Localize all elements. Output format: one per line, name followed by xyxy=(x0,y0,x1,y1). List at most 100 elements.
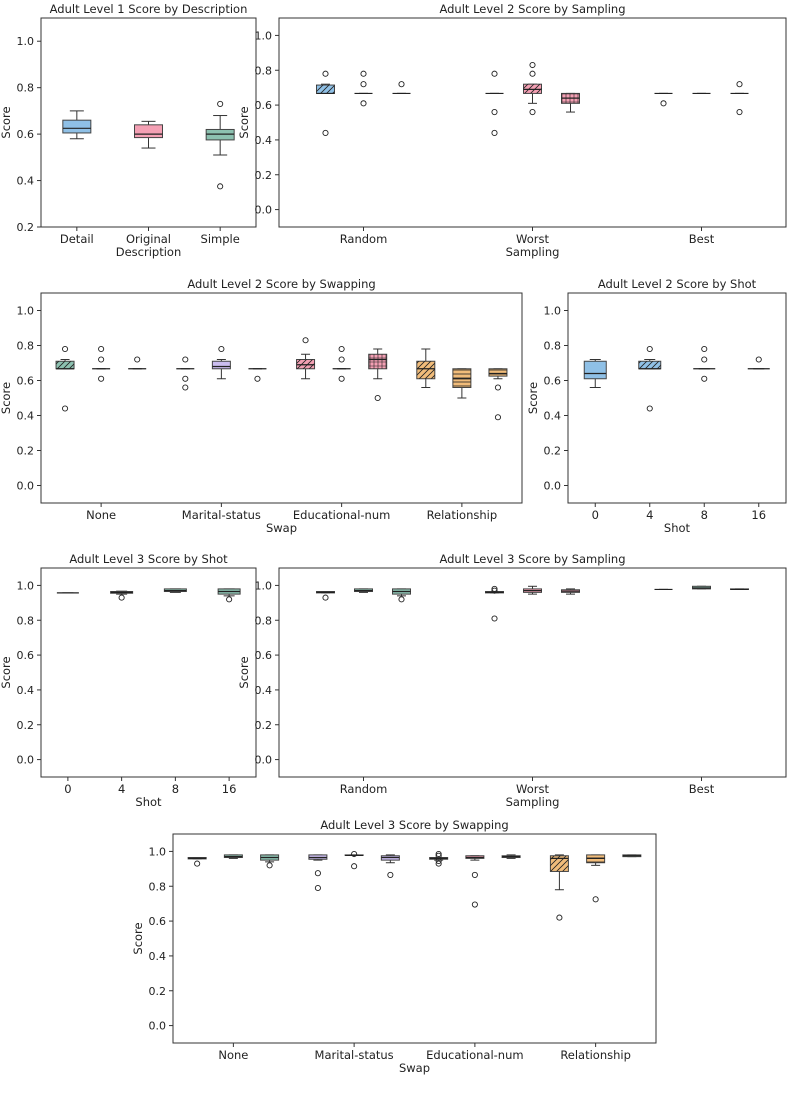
box-worst-0 xyxy=(485,70,504,136)
box-16-0 xyxy=(747,356,770,370)
chart-l2-sampling: Adult Level 2 Score by Sampling 0.0 0.2 0.4… xyxy=(237,2,787,259)
outlier-point xyxy=(338,375,345,382)
x-tick-label: Random xyxy=(340,782,388,796)
outlier-point xyxy=(529,109,536,116)
y-tick-label: 0.8 xyxy=(544,340,562,353)
y-tick-label: 0.6 xyxy=(17,375,35,388)
x-tick-label: 8 xyxy=(172,782,179,796)
x-tick-label: Best xyxy=(689,782,715,796)
y-tick-label: 0.8 xyxy=(17,340,35,353)
outlier-point xyxy=(62,345,69,353)
box-educational-num-0 xyxy=(429,850,449,867)
outlier-point xyxy=(755,356,762,363)
outlier-point xyxy=(118,594,125,601)
outlier-point xyxy=(701,375,708,382)
y-tick-label: 0.0 xyxy=(255,204,273,217)
y-tick-label: 0.2 xyxy=(17,445,35,458)
outlier-point xyxy=(314,870,321,877)
x-tick-label: Educational-num xyxy=(426,1048,523,1062)
x-axis-label: Sampling xyxy=(506,245,560,259)
box-body xyxy=(62,119,92,134)
box-marital-status-1 xyxy=(344,850,364,870)
x-tick-label: 8 xyxy=(701,508,708,522)
y-axis-label: Score xyxy=(131,922,145,954)
y-axis-label: Score xyxy=(0,382,13,414)
outlier-point xyxy=(360,100,367,107)
box-16-0 xyxy=(217,588,241,603)
box-hatch xyxy=(638,361,661,369)
outlier-point xyxy=(134,356,141,363)
box-marital-status-2 xyxy=(248,368,267,382)
outlier-point xyxy=(351,863,358,870)
box-hatch xyxy=(550,855,569,872)
outlier-point xyxy=(322,129,329,136)
x-tick-label: 16 xyxy=(222,782,237,796)
box-simple-0 xyxy=(205,100,235,190)
outlier-point xyxy=(217,100,224,107)
x-axis-label: Sampling xyxy=(506,795,560,809)
outlier-point xyxy=(471,871,478,878)
box-hatch xyxy=(488,368,507,377)
y-tick-label: 0.2 xyxy=(17,221,35,234)
y-tick-label: 0.4 xyxy=(544,410,562,423)
outlier-point xyxy=(98,345,105,353)
box-random-0 xyxy=(316,70,335,136)
y-tick-label: 1.0 xyxy=(17,579,35,592)
box-worst-1 xyxy=(523,61,542,116)
x-tick-label: Random xyxy=(340,232,388,246)
x-axis-label: Swap xyxy=(266,521,297,535)
x-tick-label: Original Description xyxy=(116,232,182,259)
y-tick-label: 0.4 xyxy=(255,684,273,697)
y-axis-label: Score xyxy=(0,656,13,688)
plot-frame xyxy=(40,567,257,778)
box-random-2 xyxy=(392,81,411,95)
y-tick-label: 1.0 xyxy=(255,29,273,42)
x-tick-label: Simple xyxy=(201,232,240,246)
plot-frame xyxy=(172,833,657,1044)
x-tick-label: Marital-status xyxy=(315,1048,394,1062)
outlier-point xyxy=(314,884,321,892)
y-axis-label: Score xyxy=(526,382,540,414)
outlier-point xyxy=(471,901,478,908)
box-educational-num-1 xyxy=(465,855,485,908)
outlier-point xyxy=(226,596,233,603)
box-marital-status-2 xyxy=(380,854,400,878)
box-4-0 xyxy=(638,345,662,412)
outlier-point xyxy=(398,81,405,88)
outlier-point xyxy=(254,375,261,382)
outlier-point xyxy=(646,345,653,353)
x-axis-label: Shot xyxy=(135,795,162,809)
box-random-1 xyxy=(354,70,373,107)
outlier-point xyxy=(491,615,498,622)
outlier-point xyxy=(491,109,498,116)
outlier-point xyxy=(360,70,367,77)
outlier-point xyxy=(351,850,358,858)
outlier-point xyxy=(322,594,329,601)
box-hatch xyxy=(316,85,335,94)
outlier-point xyxy=(322,70,329,77)
outlier-point xyxy=(736,81,743,88)
chart-title: Adult Level 2 Score by Shot xyxy=(598,277,757,291)
box-worst-2 xyxy=(561,92,580,113)
x-tick-label-line: Original xyxy=(126,232,171,246)
outlier-point xyxy=(360,81,367,88)
outlier-point xyxy=(592,896,599,903)
box-best-0 xyxy=(654,92,673,107)
box-marital-status-1 xyxy=(211,345,231,380)
outlier-point xyxy=(529,61,536,69)
x-tick-label: 4 xyxy=(118,782,125,796)
outlier-point xyxy=(491,585,498,592)
outlier-point xyxy=(491,587,498,594)
plot-frame xyxy=(567,292,787,504)
outlier-point xyxy=(182,356,189,363)
box-worst-2 xyxy=(561,588,580,595)
x-tick-label: Relationship xyxy=(427,508,498,522)
box-hatch xyxy=(452,368,471,388)
chart-title: Adult Level 2 Score by Sampling xyxy=(439,2,625,16)
plot-frame xyxy=(278,17,787,228)
outlier-point xyxy=(435,852,442,859)
chart-l1-description: Adult Level 1 Score by Description 0.2 0.4… xyxy=(0,2,257,259)
outlier-point xyxy=(435,850,442,858)
box-8-0 xyxy=(163,588,187,593)
